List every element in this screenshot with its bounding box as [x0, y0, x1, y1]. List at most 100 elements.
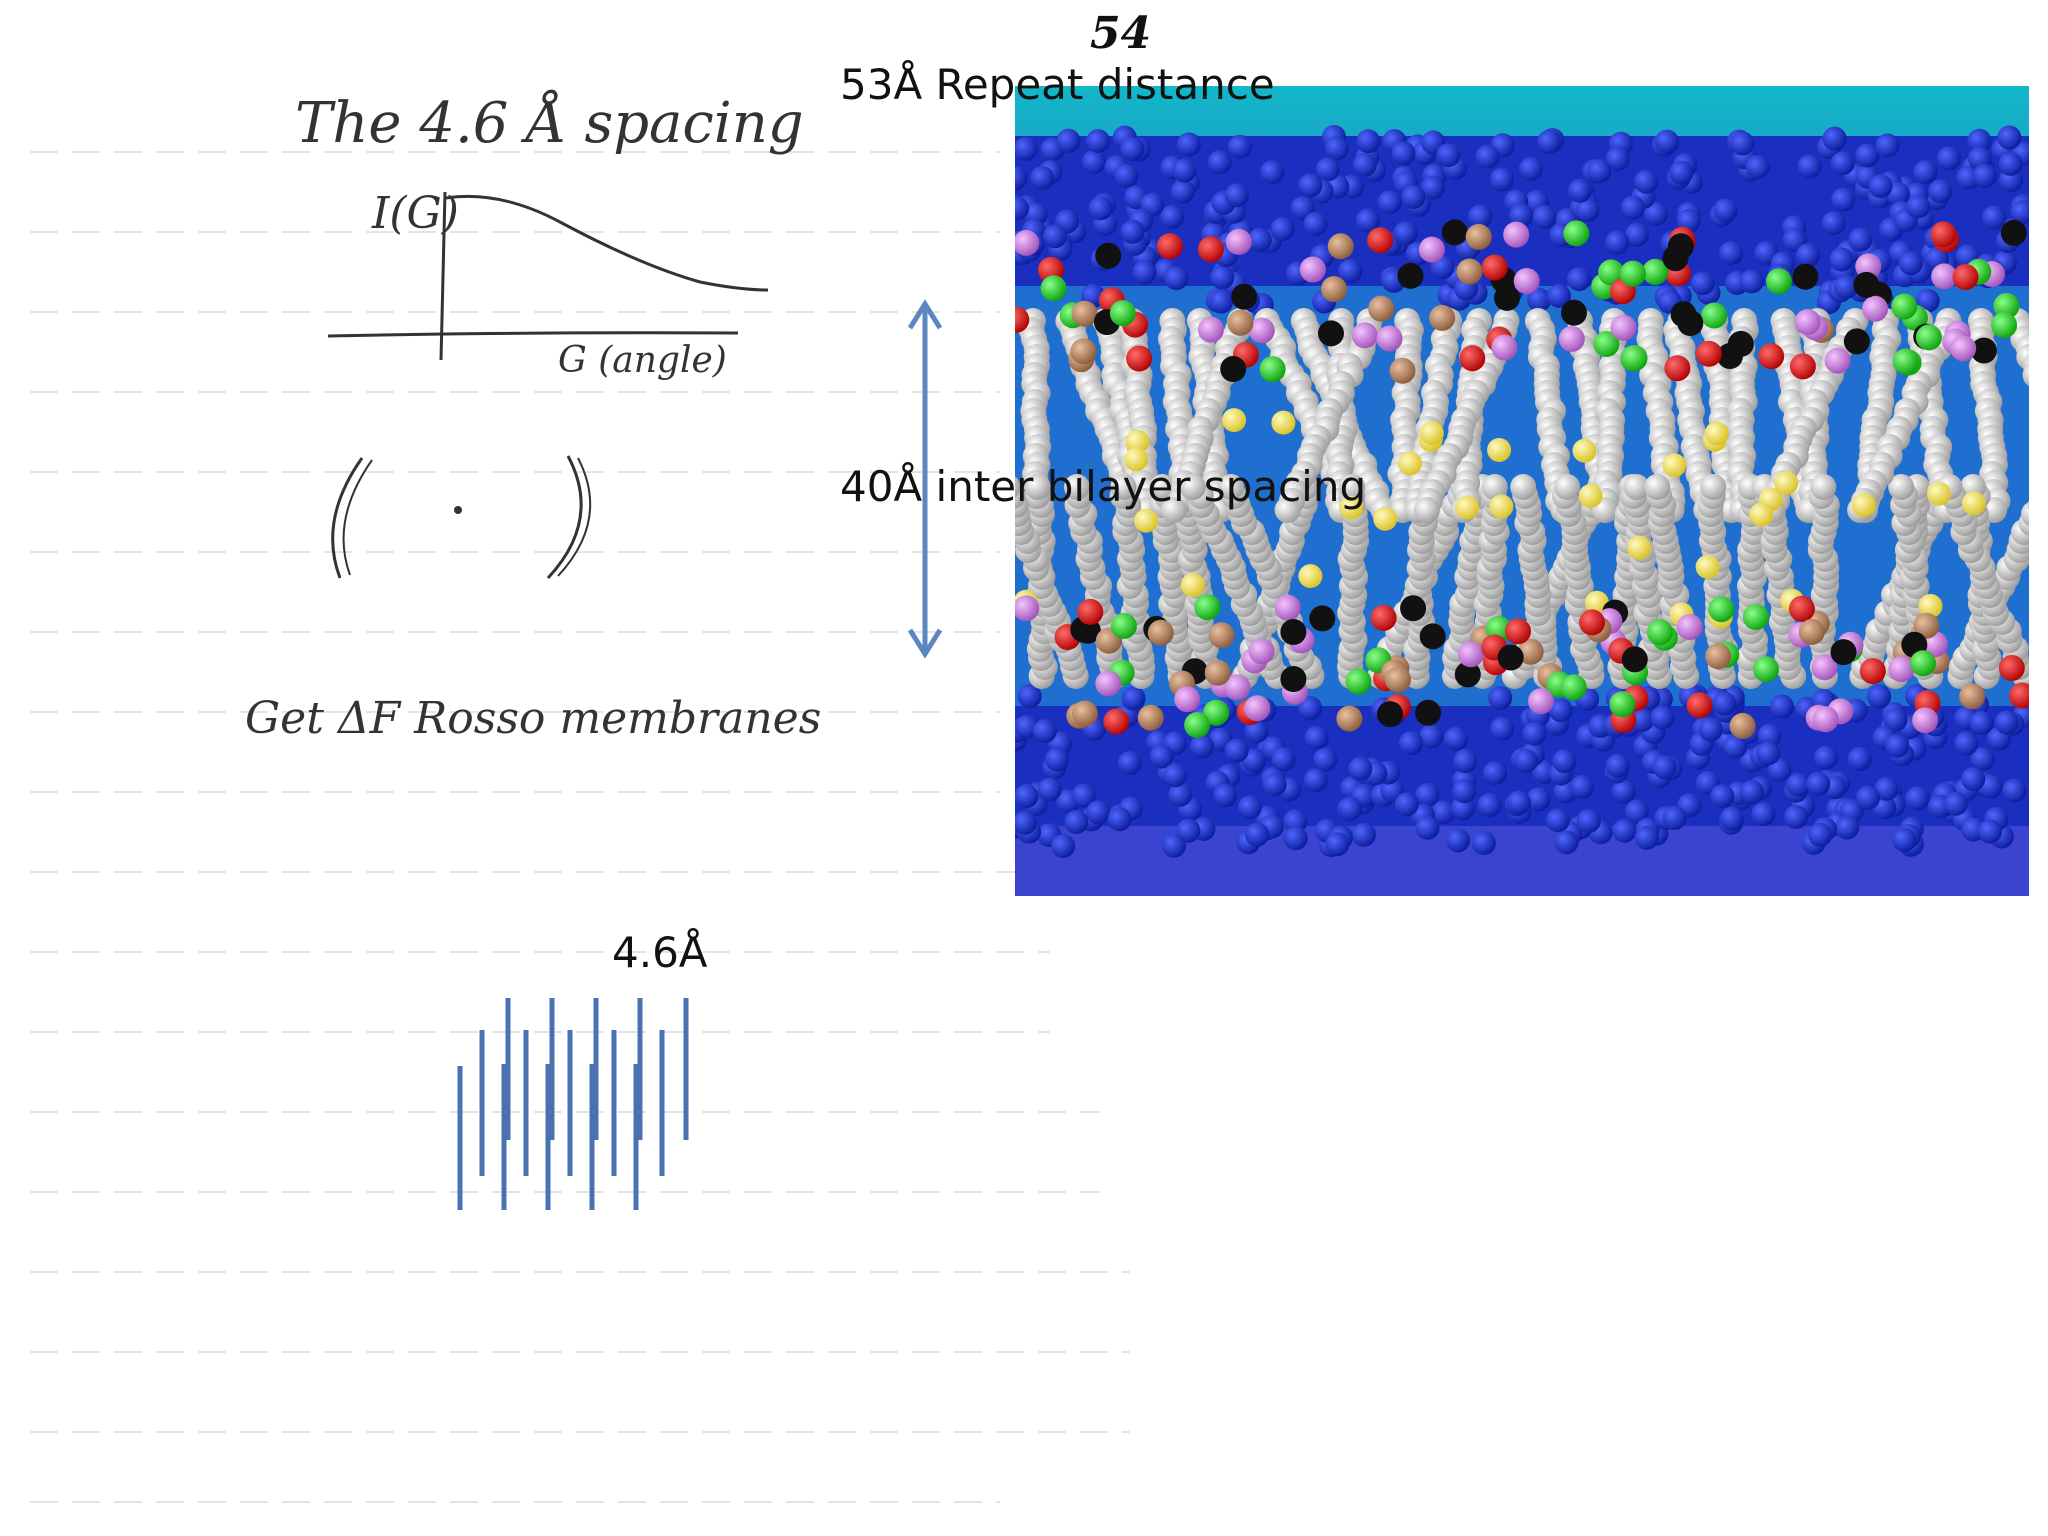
water-sphere	[1436, 143, 1461, 168]
head-group-sphere	[1274, 594, 1301, 621]
head-group-sphere	[1419, 623, 1446, 650]
water-sphere	[1630, 708, 1654, 732]
head-group-sphere	[1950, 335, 1977, 362]
head-group-sphere	[1610, 314, 1637, 341]
tail-sphere	[1218, 474, 1245, 500]
water-sphere	[1415, 815, 1440, 840]
water-sphere	[1998, 151, 2023, 176]
water-sphere	[1043, 224, 1067, 249]
water-sphere	[1936, 146, 1961, 171]
water-sphere	[1634, 825, 1659, 850]
water-sphere	[1892, 827, 1917, 852]
water-sphere	[1506, 790, 1531, 815]
water-sphere	[1719, 241, 1743, 266]
water-sphere	[1283, 826, 1308, 851]
water-sphere	[1954, 731, 1979, 756]
water-sphere	[1030, 166, 1055, 190]
water-sphere	[1829, 247, 1854, 272]
notes-axis-x	[327, 331, 739, 338]
water-sphere	[1821, 211, 1846, 236]
head-group-sphere	[1481, 254, 1508, 281]
tail-sphere	[1110, 474, 1137, 500]
head-group-sphere	[1367, 227, 1394, 254]
head-group-sphere	[1441, 219, 1468, 246]
head-group-sphere	[1729, 712, 1756, 739]
bilayer-spacing-arrow	[907, 299, 943, 659]
head-group-sphere	[1318, 320, 1344, 347]
water-sphere	[1475, 144, 1500, 169]
tail-sphere	[1149, 474, 1176, 500]
water-sphere	[1961, 767, 1986, 792]
water-sphere	[1015, 784, 1039, 809]
double-bond-sphere	[1695, 554, 1720, 579]
water-sphere	[1710, 784, 1735, 809]
head-group-sphere	[1077, 598, 1104, 625]
head-group-sphere	[1998, 655, 2025, 681]
water-sphere	[1393, 221, 1418, 246]
head-group-sphere	[1345, 668, 1372, 695]
water-sphere	[1120, 137, 1145, 161]
tail-sphere	[1063, 474, 1090, 500]
water-sphere	[1324, 136, 1349, 161]
head-group-sphere	[1415, 699, 1442, 726]
head-group-sphere	[1717, 343, 1743, 369]
water-sphere	[1795, 243, 1820, 268]
water-sphere	[1210, 265, 1235, 290]
double-bond-sphere	[1774, 470, 1799, 495]
head-group-sphere	[1418, 236, 1445, 263]
head-group-sphere	[1753, 656, 1779, 683]
water-sphere	[1298, 696, 1323, 721]
water-sphere	[1325, 832, 1350, 857]
water-sphere	[1620, 195, 1645, 220]
head-group-sphere	[1758, 343, 1785, 370]
water-sphere	[1943, 791, 1968, 816]
double-bond-sphere	[1927, 481, 1951, 506]
water-sphere	[1032, 719, 1057, 744]
water-sphere	[1172, 158, 1197, 183]
water-sphere	[1468, 204, 1493, 229]
water-sphere	[1313, 747, 1338, 772]
water-sphere	[1969, 710, 1994, 735]
page-number: 54	[1090, 8, 1152, 59]
water-sphere	[1967, 128, 1992, 153]
head-group-sphere	[1930, 221, 1957, 248]
notes-left-arc	[331, 457, 364, 579]
water-sphere	[1471, 831, 1496, 856]
head-group-sphere	[1299, 256, 1326, 283]
head-group-sphere	[1071, 300, 1098, 327]
lipid-bilayer-simulation-image	[1015, 86, 2029, 896]
water-sphere	[1527, 287, 1552, 312]
water-sphere	[1906, 194, 1931, 219]
head-group-sphere	[1560, 674, 1587, 701]
double-bond-sphere	[1419, 421, 1444, 445]
tail-sphere	[1810, 474, 1837, 500]
water-sphere	[1612, 818, 1637, 843]
double-bond-sphere	[1455, 495, 1479, 520]
water-sphere	[1244, 719, 1269, 744]
head-group-sphere	[1231, 283, 1258, 310]
water-sphere	[1514, 748, 1539, 773]
double-bond-sphere	[1125, 429, 1150, 454]
water-sphere	[1982, 205, 2006, 230]
water-sphere	[1855, 785, 1880, 810]
water-sphere	[1537, 129, 1562, 154]
tail-sphere	[1700, 474, 1727, 500]
water-sphere	[1518, 156, 1543, 181]
tail-sphere	[2021, 502, 2029, 526]
head-group-sphere	[1225, 228, 1252, 255]
notes-intensity-curve	[445, 194, 769, 292]
double-bond-sphere	[1572, 438, 1597, 463]
head-group-sphere	[1912, 707, 1939, 734]
head-group-sphere	[1862, 295, 1889, 322]
head-group-sphere	[1843, 328, 1870, 355]
water-sphere	[1587, 158, 1612, 183]
water-sphere	[1972, 163, 1997, 188]
head-group-sphere	[1558, 325, 1585, 352]
head-group-sphere	[1110, 612, 1137, 639]
water-sphere	[1270, 217, 1295, 242]
water-sphere	[1107, 807, 1132, 832]
water-sphere	[1015, 165, 1028, 190]
lipid-head-spheres	[1015, 219, 2029, 739]
head-group-sphere	[1368, 295, 1395, 322]
